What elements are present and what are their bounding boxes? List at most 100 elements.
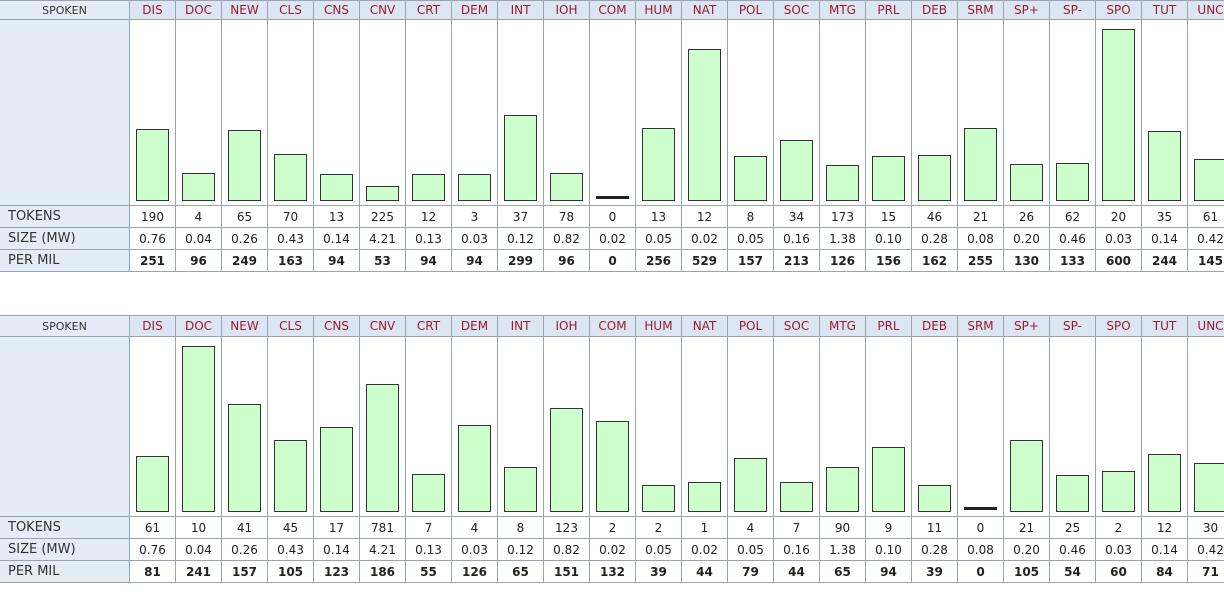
bar xyxy=(1102,29,1135,201)
row-value: 0.28 xyxy=(912,228,958,250)
row-value: 96 xyxy=(544,250,590,272)
category-header: CRT xyxy=(406,315,452,337)
bar xyxy=(274,154,307,201)
chart-cell xyxy=(1004,20,1050,206)
category-header: CRT xyxy=(406,0,452,20)
category-header: SP- xyxy=(1050,315,1096,337)
chart-label-cell xyxy=(0,20,130,206)
row-value: 0.14 xyxy=(314,539,360,561)
row-value: 133 xyxy=(1050,250,1096,272)
row-value: 0.16 xyxy=(774,539,820,561)
chart-cell xyxy=(774,20,820,206)
row-value: 34 xyxy=(774,206,820,228)
row-value: 0.12 xyxy=(498,228,544,250)
row-value: 126 xyxy=(820,250,866,272)
row-value: 37 xyxy=(498,206,544,228)
chart-cell xyxy=(222,20,268,206)
chart-cell xyxy=(682,337,728,517)
row-value: 13 xyxy=(636,206,682,228)
row-value: 0.03 xyxy=(452,228,498,250)
row-value: 0.02 xyxy=(590,539,636,561)
chart-cell xyxy=(498,20,544,206)
row-value: 0.05 xyxy=(636,539,682,561)
bar xyxy=(642,485,675,512)
row-value: 65 xyxy=(222,206,268,228)
row-value: 255 xyxy=(958,250,1004,272)
row-value: 55 xyxy=(406,561,452,583)
category-header: MTG xyxy=(820,0,866,20)
row-value: 0.03 xyxy=(1096,539,1142,561)
row-value: 71 xyxy=(1188,561,1224,583)
row-value: 126 xyxy=(452,561,498,583)
row-value: 13 xyxy=(314,206,360,228)
row-value: 70 xyxy=(268,206,314,228)
category-header: PRL xyxy=(866,0,912,20)
row-value: 0.82 xyxy=(544,228,590,250)
chart-cell xyxy=(866,20,912,206)
chart-cell xyxy=(774,337,820,517)
category-header: SOC xyxy=(774,315,820,337)
bar xyxy=(136,129,169,201)
row-value: 10 xyxy=(176,517,222,539)
row-value: 41 xyxy=(222,517,268,539)
category-header: DEB xyxy=(912,0,958,20)
row-value: 0.05 xyxy=(728,228,774,250)
row-value: 21 xyxy=(1004,517,1050,539)
row-value: 17 xyxy=(314,517,360,539)
category-header: INT xyxy=(498,315,544,337)
row-value: 0.42 xyxy=(1188,228,1224,250)
chart-cell xyxy=(314,20,360,206)
bar xyxy=(1056,474,1089,512)
row-value: 8 xyxy=(728,206,774,228)
row-value: 190 xyxy=(130,206,176,228)
category-header: DOC xyxy=(176,0,222,20)
row-value: 7 xyxy=(406,517,452,539)
row-value: 0.02 xyxy=(682,228,728,250)
row-value: 0.43 xyxy=(268,228,314,250)
row-value: 0.76 xyxy=(130,228,176,250)
row-value: 244 xyxy=(1142,250,1188,272)
bar xyxy=(688,481,721,512)
row-value: 529 xyxy=(682,250,728,272)
chart-cell xyxy=(268,20,314,206)
bar xyxy=(274,439,307,512)
category-header: IOH xyxy=(544,315,590,337)
row-value: 0.03 xyxy=(452,539,498,561)
row-value: 0.13 xyxy=(406,228,452,250)
row-value: 123 xyxy=(314,561,360,583)
row-value: 132 xyxy=(590,561,636,583)
row-value: 44 xyxy=(774,561,820,583)
row-value: 26 xyxy=(1004,206,1050,228)
category-header: CNV xyxy=(360,315,406,337)
row-value: 213 xyxy=(774,250,820,272)
category-header: CNS xyxy=(314,0,360,20)
row-value: 0 xyxy=(958,561,1004,583)
chart-cell xyxy=(912,337,958,517)
row-value: 45 xyxy=(268,517,314,539)
chart-cell xyxy=(176,20,222,206)
chart-cell xyxy=(820,20,866,206)
row-value: 0.28 xyxy=(912,539,958,561)
category-header: NEW xyxy=(222,0,268,20)
row-value: 225 xyxy=(360,206,406,228)
row-value: 299 xyxy=(498,250,544,272)
chart-cell xyxy=(130,20,176,206)
row-value: 156 xyxy=(866,250,912,272)
row-value: 0.08 xyxy=(958,228,1004,250)
row-value: 12 xyxy=(682,206,728,228)
bar xyxy=(136,456,169,512)
row-value: 0.03 xyxy=(1096,228,1142,250)
row-value: 241 xyxy=(176,561,222,583)
category-header: SPO xyxy=(1096,0,1142,20)
bar xyxy=(1056,162,1089,201)
category-header: DEB xyxy=(912,315,958,337)
row-value: 249 xyxy=(222,250,268,272)
row-value: 60 xyxy=(1096,561,1142,583)
row-value: 62 xyxy=(1050,206,1096,228)
chart-cell xyxy=(452,337,498,517)
row-value: 44 xyxy=(682,561,728,583)
row-value: 39 xyxy=(912,561,958,583)
row-value: 9 xyxy=(866,517,912,539)
row-value: 4.21 xyxy=(360,539,406,561)
